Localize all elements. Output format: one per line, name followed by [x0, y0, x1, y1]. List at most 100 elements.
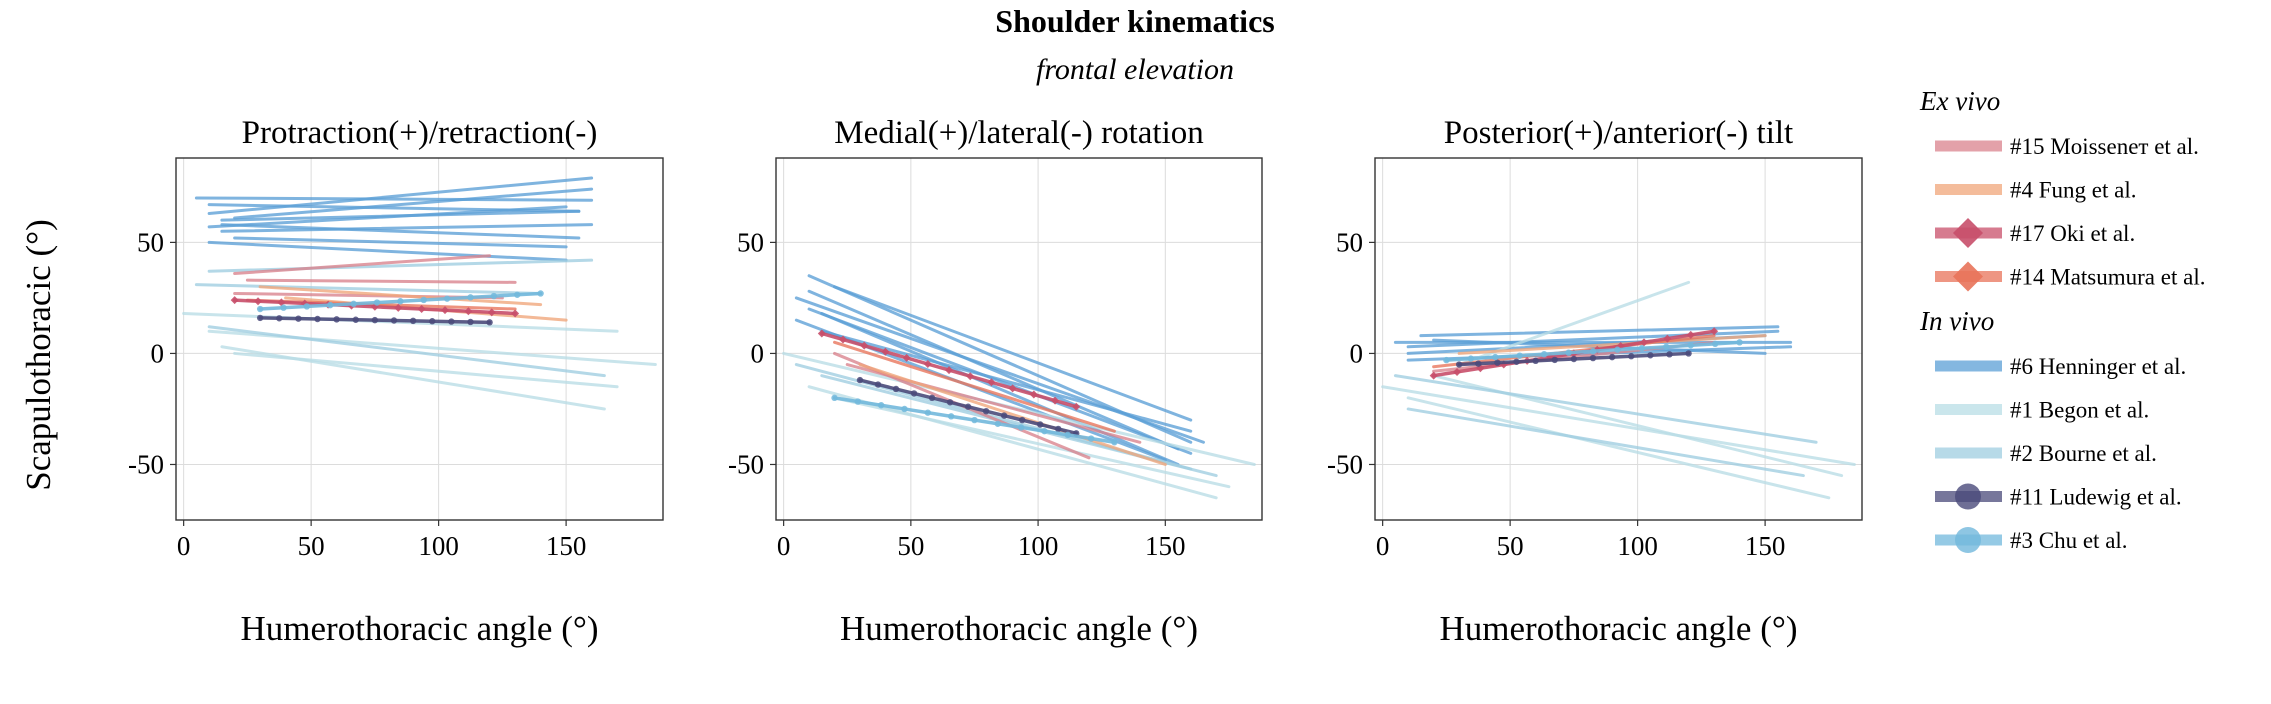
series-marker-chu	[1736, 339, 1743, 346]
series-line-henninger	[207, 205, 568, 229]
series-marker-ludewig	[874, 381, 882, 388]
series-line-moissenet	[233, 254, 492, 275]
series-marker-oki	[923, 359, 932, 368]
series-marker-chu	[514, 291, 521, 298]
legend: Ex vivo #15 Moisseneт et al. #4 Fung et al…	[1919, 86, 2205, 553]
series-marker-oki	[464, 307, 473, 316]
panel-2: 0 50 100 150 -50 0 50 Medial(+)/lateral(-) rota…	[728, 115, 1263, 648]
series-marker-ludewig	[409, 317, 417, 325]
legend-circle-chu	[1955, 527, 1981, 553]
series-line-begon	[1381, 385, 1856, 466]
series-marker-chu	[350, 300, 357, 308]
x-tick-label: 100	[1018, 531, 1059, 561]
series-marker-oki	[1029, 390, 1038, 399]
series-marker-oki	[1686, 330, 1695, 339]
series-line-henninger	[820, 311, 1180, 466]
series-marker-chu	[443, 295, 451, 302]
series-line-begon	[833, 396, 1231, 489]
series-marker-ludewig	[928, 394, 936, 402]
series-line-henninger	[194, 196, 594, 202]
x-tick-label: 50	[1497, 531, 1524, 561]
series-line-henninger	[833, 285, 1193, 422]
series-marker-ludewig	[1455, 361, 1463, 368]
y-tick-label: 50	[737, 227, 764, 257]
x-axis-label: Humerothoracic angle (°)	[840, 609, 1198, 648]
series-marker-ludewig	[910, 390, 918, 397]
series-marker-chu	[854, 398, 862, 405]
series-line-henninger	[207, 240, 568, 262]
legend-label: #14 Matsumura et al.	[2010, 265, 2205, 290]
x-axis-label: Humerothoracic angle (°)	[241, 609, 599, 648]
series-marker-oki	[1429, 371, 1438, 380]
series-marker-chu	[877, 402, 885, 409]
figure-subtitle: frontal elevation	[1036, 53, 1234, 86]
y-tick-label: 50	[137, 227, 164, 257]
series-marker-ludewig	[1532, 357, 1539, 365]
panel-title: Posterior(+)/anterior(-) tilt	[1444, 115, 1793, 151]
x-tick-label: 50	[897, 531, 924, 561]
series-marker-chu	[373, 299, 381, 306]
series-marker-ludewig	[1055, 425, 1062, 433]
series-line-matsumura	[833, 340, 1116, 433]
series-marker-oki	[860, 341, 869, 350]
series-line-fung	[1457, 334, 1767, 355]
series-line-henninger	[220, 223, 594, 233]
series-marker-chu	[1467, 355, 1475, 362]
series-marker-oki	[440, 306, 449, 315]
series-marker-ludewig	[429, 318, 436, 325]
series-marker-oki	[1710, 327, 1719, 336]
series-marker-ludewig	[1494, 359, 1501, 366]
series-marker-chu	[971, 416, 978, 424]
panel-title: Medial(+)/lateral(-) rotation	[834, 115, 1204, 151]
series-marker-ludewig	[333, 316, 340, 323]
legend-group-title: In vivo	[1919, 306, 1994, 336]
x-tick-label: 0	[177, 531, 191, 561]
series-marker-chu	[1111, 439, 1118, 446]
legend-label: #11 Ludewig et al.	[2010, 485, 2182, 510]
legend-label: #15 Moisseneт et al.	[2010, 134, 2199, 159]
series-marker-chu	[256, 305, 264, 313]
series-marker-chu	[1663, 343, 1670, 350]
x-tick-label: 100	[418, 531, 459, 561]
series-marker-oki	[881, 347, 890, 356]
series-marker-oki	[817, 329, 826, 338]
x-axis-label: Humerothoracic angle (°)	[1440, 609, 1798, 648]
series-marker-ludewig	[314, 315, 321, 323]
series-line-henninger	[1419, 325, 1780, 338]
series-marker-ludewig	[1647, 352, 1654, 359]
series-marker-chu	[327, 301, 334, 309]
series-marker-ludewig	[892, 385, 900, 393]
series-marker-ludewig	[1000, 412, 1008, 419]
x-tick-label: 100	[1617, 531, 1658, 561]
series-marker-oki	[487, 308, 496, 317]
series-marker-chu	[1687, 342, 1694, 349]
series-marker-chu	[901, 405, 908, 413]
panels: 0 50 100 150 -50 0 50 Protraction(+)/retraction…	[128, 115, 1863, 648]
series-marker-ludewig	[467, 318, 474, 326]
series-line-henninger	[820, 329, 1193, 433]
series-line-begon	[233, 351, 619, 389]
legend-diamond-oki	[1953, 218, 1983, 248]
series-line-fung	[858, 363, 1167, 466]
series-marker-oki	[1639, 338, 1648, 347]
series-marker-chu	[831, 394, 838, 402]
series-marker-chu	[303, 303, 311, 310]
series-line-bourne	[1406, 407, 1805, 478]
figure-title: Shoulder kinematics	[995, 3, 1274, 39]
series-marker-chu	[1041, 427, 1048, 435]
y-tick-label: 0	[1350, 338, 1364, 368]
series-line-henninger	[794, 296, 1205, 444]
series-marker-ludewig	[1628, 353, 1635, 360]
series-line-bourne	[194, 283, 543, 295]
y-axis-label: Scapulothoracic (°)	[19, 219, 58, 491]
y-tick-label: 0	[751, 338, 765, 368]
series-marker-chu	[994, 420, 1001, 427]
series-marker-chu	[1516, 352, 1523, 359]
series-marker-ludewig	[1570, 355, 1578, 363]
panel-3: 0 50 100 150 -50 0 50 Posterior(+)/anterior(-) …	[1327, 115, 1863, 648]
series-line-bourne	[207, 325, 606, 378]
series-marker-ludewig	[1513, 358, 1520, 365]
series-line-bourne	[1393, 374, 1818, 444]
legend-diamond-matsumura	[1953, 261, 1983, 292]
series-marker-chu	[420, 296, 427, 304]
